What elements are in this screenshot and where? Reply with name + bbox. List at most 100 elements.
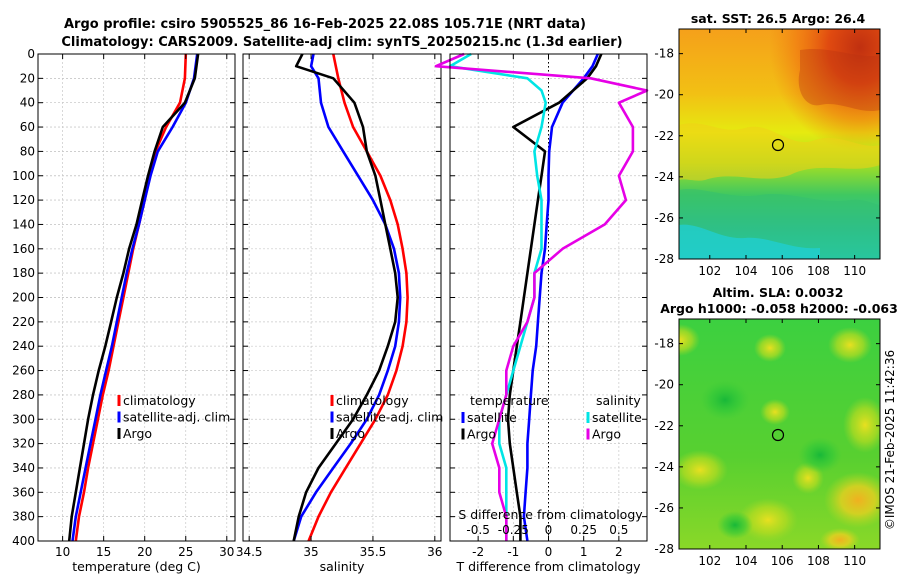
legend-label: Argo xyxy=(592,427,621,442)
y-tick-label: 140 xyxy=(12,217,35,231)
y-tick-label: 100 xyxy=(12,169,35,183)
series-line-argo xyxy=(67,53,200,542)
legend-title: temperature xyxy=(470,393,549,408)
x-tick-label: 15 xyxy=(96,545,111,559)
map-x-tick-label: 106 xyxy=(771,554,794,568)
legend-label: climatology xyxy=(123,393,196,408)
series-line-salinity-argo xyxy=(434,52,649,541)
map-x-tick-label: 106 xyxy=(771,264,794,278)
y-tick-label: 80 xyxy=(20,144,35,158)
x-tick-label: 30 xyxy=(219,545,234,559)
legend-label: satellite-adj. clim xyxy=(336,410,443,425)
top-axis-label: S difference from climatology xyxy=(458,507,643,522)
series-line-satellite-adj-clim xyxy=(71,53,199,542)
y-tick-label: 220 xyxy=(12,315,35,329)
sst-map: 102 104 106 108 110 -18 -20 -22 -24 -26 -28 xyxy=(654,28,881,278)
map-y-tick-label: -18 xyxy=(654,47,674,61)
legend-label: Argo xyxy=(336,426,365,441)
map-y-tick-label: -22 xyxy=(654,419,674,433)
sst-argo-marker xyxy=(771,138,785,152)
legend-label: Argo xyxy=(123,426,152,441)
y-tick-label: 320 xyxy=(12,437,35,451)
imos-credit: ©IMOS 21-Feb-2025 11:42:36 xyxy=(883,350,897,530)
figure-title-line2: Climatology: CARS2009. Satellite-adj cli… xyxy=(61,35,622,50)
y-tick-label: 60 xyxy=(20,120,35,134)
map-y-tick-label: -20 xyxy=(654,88,674,102)
x-tick-label: -2 xyxy=(472,545,484,559)
x-tick-label: 10 xyxy=(55,545,70,559)
y-tick-label: 120 xyxy=(12,193,35,207)
map-x-tick-label: 102 xyxy=(698,554,721,568)
x-tick-label: 0 xyxy=(545,545,553,559)
temperature-panel: 10 15 20 25 30020406080100120140160180200220… xyxy=(12,47,236,574)
x-tick-label: 36 xyxy=(427,545,442,559)
x-tick-label: -1 xyxy=(507,545,519,559)
legend-title: salinity xyxy=(596,393,641,408)
x-tick-label: 2 xyxy=(615,545,623,559)
legend-label: climatology xyxy=(336,393,409,408)
top-tick-label: 0.25 xyxy=(570,523,597,537)
x-axis-label: temperature (deg C) xyxy=(72,559,201,574)
y-tick-label: 200 xyxy=(12,291,35,305)
map-y-tick-label: -28 xyxy=(654,542,674,556)
sla-argo-marker xyxy=(771,428,785,442)
series-line-climatology xyxy=(74,53,188,542)
figure-title-line1: Argo profile: csiro 5905525_86 16-Feb-20… xyxy=(64,17,586,32)
map-y-tick-label: -24 xyxy=(654,170,674,184)
map-x-tick-label: 110 xyxy=(843,264,866,278)
map-x-tick-label: 104 xyxy=(735,554,758,568)
map-x-tick-label: 102 xyxy=(698,264,721,278)
x-tick-label: 1 xyxy=(580,545,588,559)
x-tick-label: 35.5 xyxy=(360,545,387,559)
legend-label: satellite xyxy=(592,410,642,425)
series-line-argo xyxy=(292,53,400,542)
x-tick-label: 34.5 xyxy=(236,545,263,559)
y-tick-label: 260 xyxy=(12,364,35,378)
x-tick-label: 20 xyxy=(137,545,152,559)
y-tick-label: 280 xyxy=(12,388,35,402)
series-line-temperature-argo xyxy=(506,53,603,541)
top-tick-label: 0.5 xyxy=(609,523,628,537)
map-y-tick-label: -26 xyxy=(654,211,674,225)
salinity-panel: 34.5 35 35.5 36 salinity climatology satellite… xyxy=(236,53,443,574)
map-y-tick-label: -18 xyxy=(654,337,674,351)
top-tick-label: -0.25 xyxy=(498,523,529,537)
map-x-tick-label: 110 xyxy=(843,554,866,568)
sst-map-title: sat. SST: 26.5 Argo: 26.4 xyxy=(691,11,866,26)
map-y-tick-label: -22 xyxy=(654,129,674,143)
map-x-tick-label: 104 xyxy=(735,264,758,278)
series-line-satellite-adj-clim xyxy=(292,53,402,542)
x-tick-label: 25 xyxy=(178,545,193,559)
y-tick-label: 240 xyxy=(12,339,35,353)
sla-map-title: Altim. SLA: 0.0032 xyxy=(713,285,844,300)
series-line-temperature-satellite xyxy=(522,53,599,542)
legend-label: Argo xyxy=(467,427,496,442)
map-y-tick-label: -24 xyxy=(654,460,674,474)
map-y-tick-label: -26 xyxy=(654,501,674,515)
map-y-tick-label: -20 xyxy=(654,378,674,392)
y-tick-label: 360 xyxy=(12,485,35,499)
legend-label: satellite xyxy=(467,410,517,425)
x-tick-label: 35 xyxy=(303,545,318,559)
y-tick-label: 40 xyxy=(20,96,35,110)
legend-label: satellite-adj. clim xyxy=(123,410,230,425)
y-tick-label: 300 xyxy=(12,412,35,426)
series-line-climatology xyxy=(307,53,409,542)
sla-map-subtitle: Argo h1000: -0.058 h2000: -0.063 xyxy=(660,301,898,316)
sla-map: 102 104 106 108 110 -18 -20 -22 -24 -26 -28 xyxy=(654,318,881,568)
x-axis-label: salinity xyxy=(320,559,365,574)
y-tick-label: 380 xyxy=(12,510,35,524)
y-tick-label: 180 xyxy=(12,266,35,280)
y-tick-label: 400 xyxy=(12,534,35,548)
top-tick-label: -0.5 xyxy=(466,523,489,537)
map-x-tick-label: 108 xyxy=(807,264,830,278)
y-tick-label: 20 xyxy=(20,71,35,85)
x-axis-label: T difference from climatology xyxy=(455,559,641,574)
y-tick-label: 160 xyxy=(12,242,35,256)
difference-panel: -2 -1 0 1 2T difference from climatology S di… xyxy=(434,52,649,574)
y-tick-label: 340 xyxy=(12,461,35,475)
y-tick-label: 0 xyxy=(27,47,35,61)
map-x-tick-label: 108 xyxy=(807,554,830,568)
top-tick-label: 0 xyxy=(545,523,553,537)
